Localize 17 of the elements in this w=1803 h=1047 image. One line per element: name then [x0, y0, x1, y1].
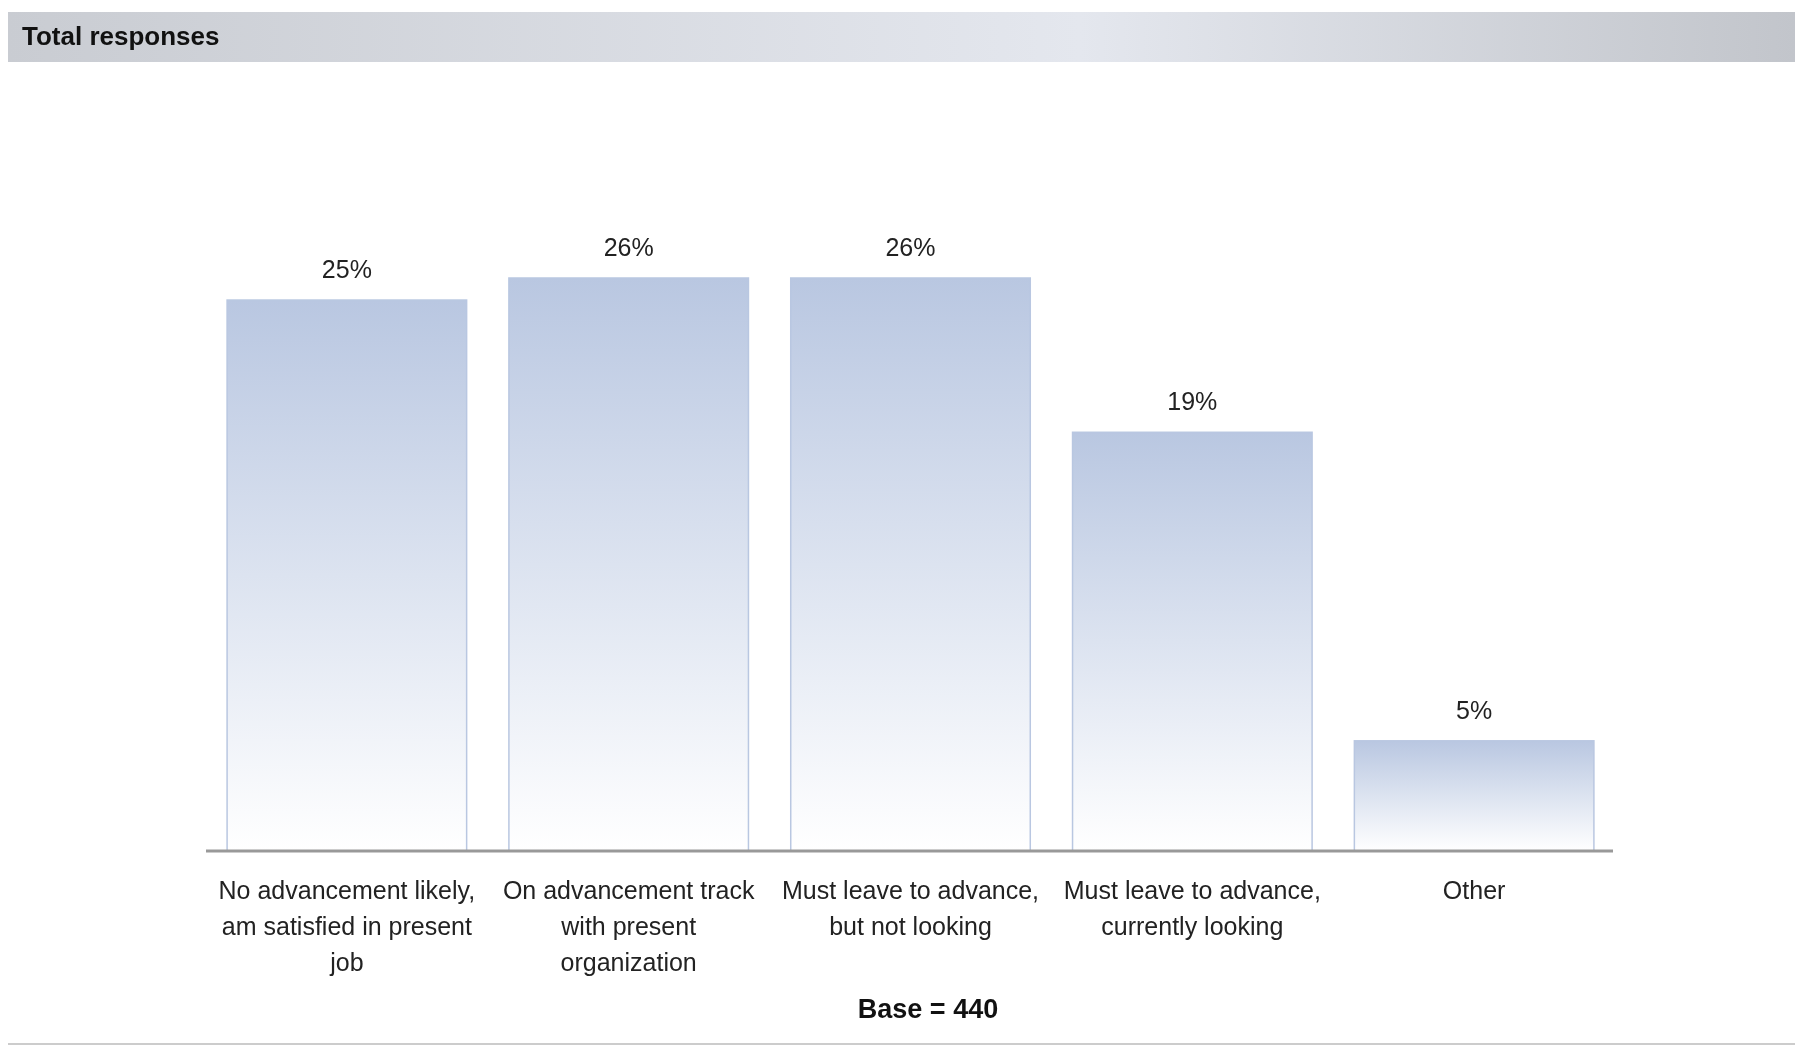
chart-title: Total responses	[22, 21, 220, 51]
bar	[1071, 431, 1313, 852]
x-tick-label: Must leave to advance, currently looking	[1063, 876, 1321, 940]
text: Base = 440	[857, 994, 999, 1024]
x-tick-label: Other	[1442, 876, 1506, 904]
data-label: 19%	[1167, 387, 1218, 416]
data-label: 26%	[603, 233, 654, 261]
x-tick-label: No advancement likely, am satisfied in present job	[218, 876, 476, 976]
data-label: 25%	[321, 255, 372, 284]
bar	[226, 299, 468, 852]
data-label: 26%	[885, 233, 936, 261]
bar	[508, 277, 750, 852]
data-label: 5%	[1456, 695, 1493, 724]
bar	[789, 277, 1032, 852]
x-tick-label: On advancement track with present organization	[502, 876, 755, 976]
x-tick-label: Must leave to advance, but not looking	[781, 876, 1040, 940]
bar	[1353, 740, 1595, 852]
